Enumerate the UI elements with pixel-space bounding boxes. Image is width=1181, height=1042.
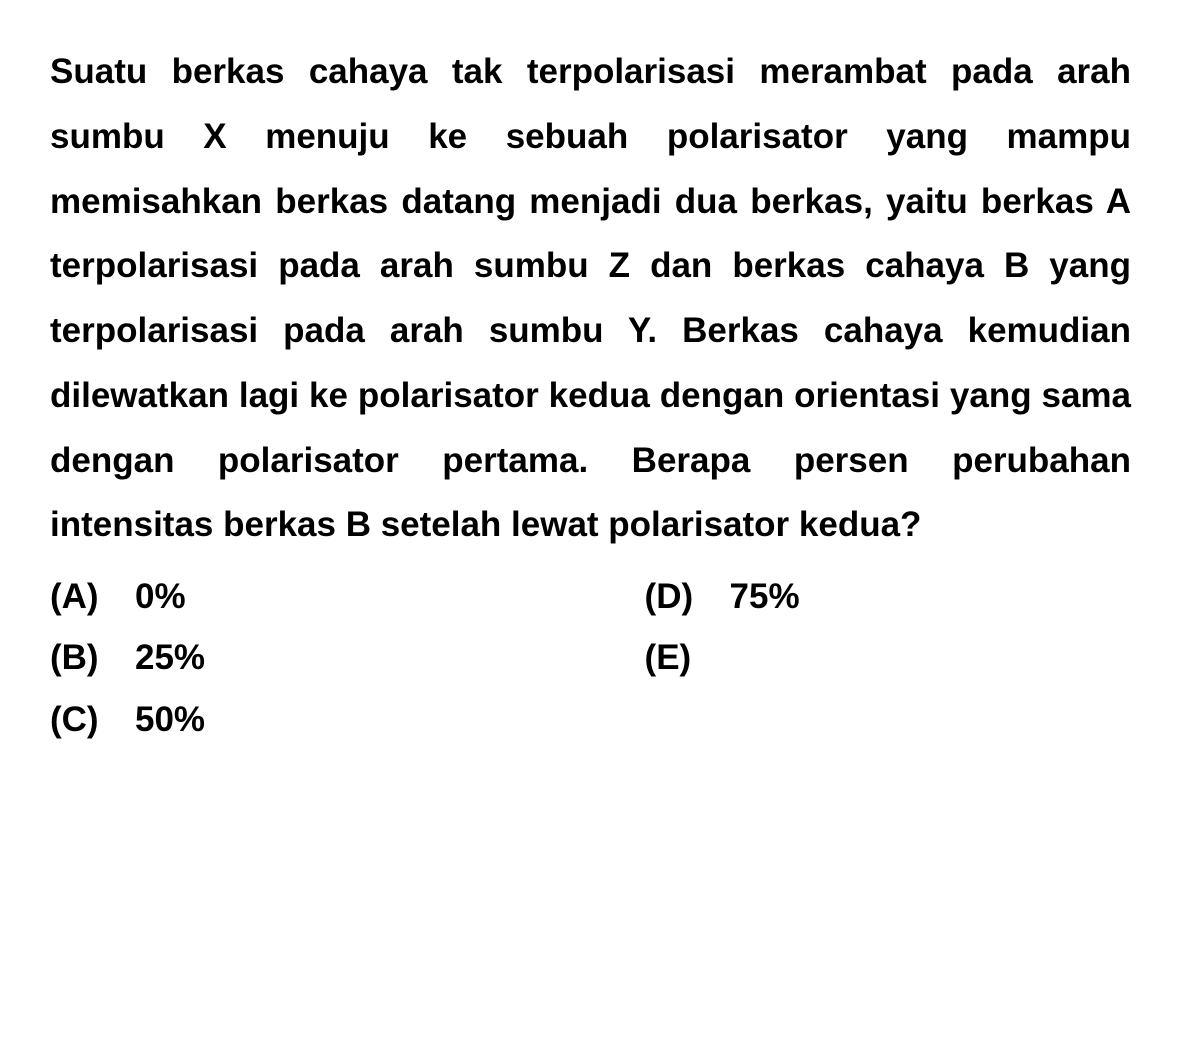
option-b: (B) 25% bbox=[50, 627, 645, 688]
option-b-label: (B) bbox=[50, 627, 135, 688]
question-text: Suatu berkas cahaya tak terpolarisasi me… bbox=[50, 40, 1131, 558]
option-e: (E) bbox=[645, 627, 1131, 688]
option-c-value: 50% bbox=[135, 689, 645, 750]
option-e-value bbox=[730, 627, 1131, 688]
option-a-label: (A) bbox=[50, 566, 135, 627]
option-d-label: (D) bbox=[645, 566, 730, 627]
option-a: (A) 0% bbox=[50, 566, 645, 627]
options-container: (A) 0% (B) 25% (C) 50% (D) 75% (E) bbox=[50, 566, 1131, 750]
option-d-value: 75% bbox=[730, 566, 1131, 627]
option-c-label: (C) bbox=[50, 689, 135, 750]
option-e-label: (E) bbox=[645, 627, 730, 688]
option-d: (D) 75% bbox=[645, 566, 1131, 627]
option-a-value: 0% bbox=[135, 566, 645, 627]
option-b-value: 25% bbox=[135, 627, 645, 688]
options-right-column: (D) 75% (E) bbox=[645, 566, 1131, 750]
option-c: (C) 50% bbox=[50, 689, 645, 750]
options-left-column: (A) 0% (B) 25% (C) 50% bbox=[50, 566, 645, 750]
